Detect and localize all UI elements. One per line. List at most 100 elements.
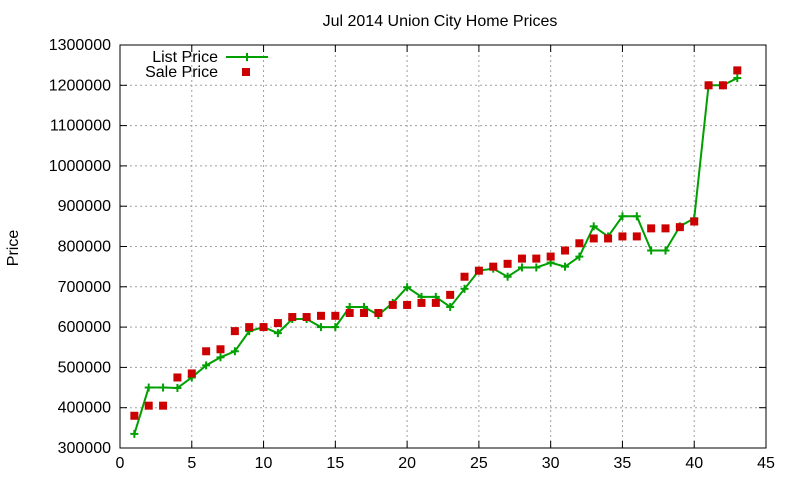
y-tick-label: 1000000 — [49, 158, 111, 175]
series-line-list-price — [133, 77, 738, 435]
list-price-point — [517, 263, 526, 272]
sale-price-point — [489, 262, 498, 271]
sale-price-point — [690, 217, 699, 226]
sale-price-point — [647, 224, 656, 233]
list-price-point — [460, 284, 469, 293]
list-price-point — [403, 283, 412, 292]
sale-price-point — [431, 298, 440, 307]
sale-price-point — [144, 401, 153, 410]
sale-price-point — [403, 300, 412, 309]
sale-price-point — [302, 313, 311, 322]
list-price-point — [130, 429, 139, 438]
list-price-point — [159, 383, 168, 392]
list-price-point — [589, 222, 598, 231]
y-tick-label: 700000 — [58, 279, 111, 296]
list-price-point — [331, 323, 340, 332]
sale-price-point — [675, 223, 684, 232]
legend-marker-sale-price — [242, 68, 250, 76]
x-tick-label: 30 — [542, 455, 560, 472]
list-price-point — [618, 212, 627, 221]
sale-price-point — [561, 246, 570, 255]
y-tick-label: 400000 — [58, 400, 111, 417]
y-tick-label: 1300000 — [49, 37, 111, 54]
legend-label-list-price: List Price — [152, 49, 218, 66]
sale-price-point — [474, 266, 483, 275]
grid — [120, 45, 766, 448]
sale-price-point — [517, 254, 526, 263]
sale-price-point — [388, 300, 397, 309]
sale-price-point — [288, 313, 297, 322]
y-tick-label: 900000 — [58, 198, 111, 215]
sale-price-point — [632, 232, 641, 241]
plot-frame — [119, 44, 767, 449]
chart-title: Jul 2014 Union City Home Prices — [323, 13, 558, 30]
sale-price-point — [733, 66, 742, 75]
x-tick-label: 5 — [187, 455, 196, 472]
list-price-point — [532, 263, 541, 272]
legend-label-sale-price: Sale Price — [145, 64, 218, 81]
x-tick-label: 35 — [614, 455, 632, 472]
x-tick-label: 0 — [116, 455, 125, 472]
sale-price-point — [417, 298, 426, 307]
list-price-point — [733, 74, 742, 83]
y-tick-label: 500000 — [58, 359, 111, 376]
sale-price-point — [446, 290, 455, 299]
sale-price-point — [704, 81, 713, 90]
list-price-point — [503, 272, 512, 281]
list-price-point — [216, 353, 225, 362]
sale-price-point — [460, 272, 469, 281]
sale-price-point — [374, 308, 383, 317]
x-tick-label: 10 — [255, 455, 273, 472]
y-tick-label: 800000 — [58, 239, 111, 256]
list-price-point — [273, 329, 282, 338]
sale-price-point — [159, 401, 168, 410]
sale-price-point — [360, 308, 369, 317]
sale-price-point — [575, 239, 584, 248]
x-tick-label: 25 — [470, 455, 488, 472]
list-price-point — [446, 302, 455, 311]
sale-price-point — [604, 234, 613, 243]
sale-price-point — [259, 323, 268, 332]
sale-price-point — [202, 347, 211, 356]
sale-price-point — [503, 259, 512, 268]
y-axis-label: Price — [5, 230, 22, 267]
x-tick-label: 45 — [757, 455, 775, 472]
y-tick-label: 1100000 — [50, 118, 111, 135]
y-tick-label: 600000 — [58, 319, 111, 336]
x-tick-label: 40 — [685, 455, 703, 472]
series-group — [130, 66, 742, 438]
sale-price-point — [245, 323, 254, 332]
list-price-point — [632, 212, 641, 221]
list-price-point — [202, 361, 211, 370]
sale-price-point — [718, 81, 727, 90]
sale-price-point — [273, 319, 282, 328]
y-tick-label: 1200000 — [49, 77, 111, 94]
list-price-point — [661, 246, 670, 255]
list-price-point — [647, 246, 656, 255]
list-price-point — [316, 323, 325, 332]
list-price-point — [575, 252, 584, 261]
sale-price-point — [316, 311, 325, 320]
sale-price-point — [130, 411, 139, 420]
list-price-point — [561, 262, 570, 271]
axis-ticks: 300000 400000 500000 600000 700000 800000 9000… — [49, 37, 775, 472]
list-price-point — [173, 383, 182, 392]
sale-price-point — [187, 369, 196, 378]
x-tick-label: 15 — [326, 455, 344, 472]
sale-price-point — [618, 232, 627, 241]
sale-price-point — [331, 311, 340, 320]
x-tick-label: 20 — [398, 455, 416, 472]
list-price-point — [230, 347, 239, 356]
sale-price-point — [345, 308, 354, 317]
y-tick-label: 300000 — [58, 440, 111, 457]
sale-price-point — [589, 234, 598, 243]
sale-price-point — [216, 345, 225, 354]
sale-price-point — [230, 327, 239, 336]
list-price-point — [144, 383, 153, 392]
sale-price-point — [546, 252, 555, 261]
sale-price-point — [173, 373, 182, 382]
sale-price-point — [661, 224, 670, 233]
sale-price-point — [532, 254, 541, 263]
